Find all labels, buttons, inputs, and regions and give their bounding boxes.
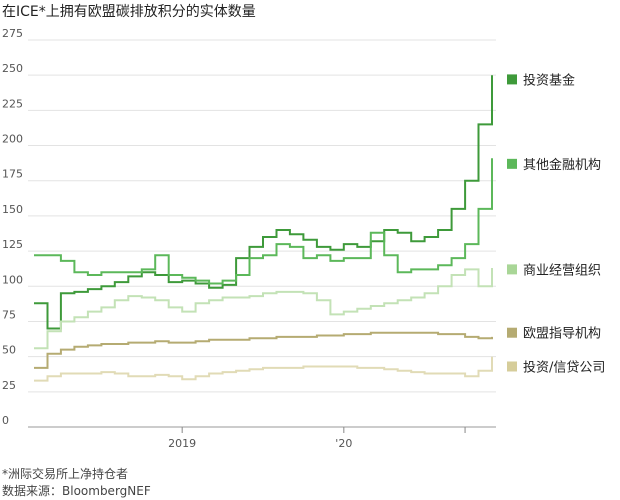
legend-label: 欧盟指导机构 (523, 327, 601, 342)
footnote: *洲际交易所上净持仓者 (2, 466, 128, 481)
legend-label: 投资基金 (523, 72, 575, 88)
y-tick-label: 175 (2, 168, 23, 181)
y-tick-label: 100 (2, 273, 23, 286)
legend-swatch (507, 361, 517, 372)
series-line-5 (34, 356, 493, 382)
source-note: 数据来源：BloombergNEF (2, 483, 151, 498)
chart-title: 在ICE*上拥有欧盟碳排放积分的实体数量 (2, 4, 256, 20)
y-tick-label: 125 (2, 238, 23, 251)
series-line-1 (34, 75, 493, 330)
y-tick-label: 75 (2, 308, 16, 321)
y-tick-label: 0 (2, 414, 9, 427)
legend-label: 投资/信贷公司 (523, 359, 605, 375)
legend-swatch (507, 327, 517, 338)
series-layer (34, 75, 493, 382)
legend-swatch (507, 74, 517, 85)
legend-label: 其他金融机构 (523, 157, 601, 173)
axis-layer: 0 25 50 75 100 125 150 175 200 225 250 275 2019 '20 (2, 27, 466, 450)
x-tick-label: '20 (335, 437, 352, 450)
y-tick-label: 150 (2, 203, 23, 216)
legend-swatch (507, 264, 517, 275)
series-line-2 (34, 158, 493, 285)
x-tick-label: 2019 (168, 437, 196, 450)
y-tick-label: 200 (2, 133, 23, 146)
y-tick-label: 25 (2, 379, 16, 392)
y-tick-label: 225 (2, 97, 23, 110)
grid-lines (28, 39, 496, 428)
y-tick-label: 250 (2, 62, 23, 75)
y-tick-label: 275 (2, 27, 23, 40)
legend-label: 商业经营组织 (523, 263, 601, 278)
y-tick-label: 50 (2, 344, 16, 357)
series-line-4 (34, 331, 493, 369)
legend-swatch (507, 158, 517, 169)
series-line-3 (34, 268, 493, 350)
